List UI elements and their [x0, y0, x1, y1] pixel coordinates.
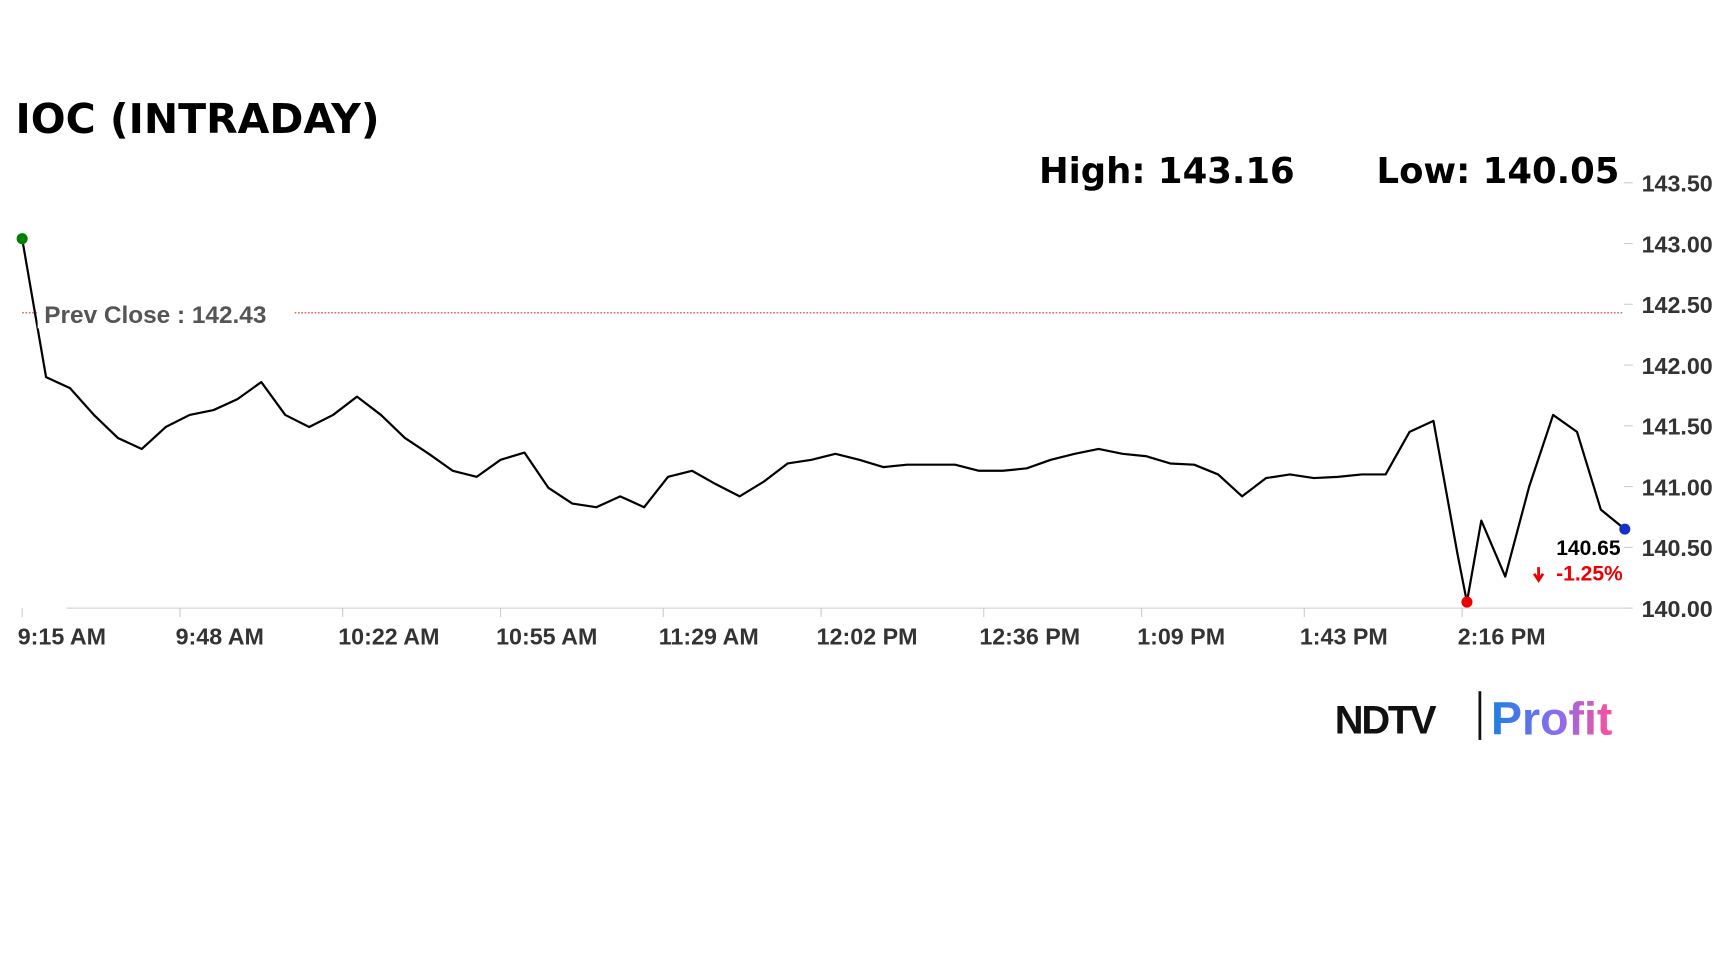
chart-title: IOC (INTRADAY) — [16, 95, 380, 143]
x-tick-label: 10:55 AM — [496, 624, 597, 650]
high-label: High: 143.16 — [1039, 151, 1295, 192]
y-tick-label: 140.00 — [1642, 596, 1713, 622]
x-tick-label: 2:16 PM — [1458, 624, 1546, 650]
y-tick-label: 143.50 — [1642, 171, 1713, 197]
last-price-label: 140.65 — [1556, 537, 1621, 560]
last-marker — [1619, 523, 1631, 535]
prev-close-bg — [37, 297, 295, 329]
x-tick-label: 10:22 AM — [338, 624, 439, 650]
price-line — [21, 238, 1626, 604]
x-tick-label: 12:02 PM — [817, 624, 918, 650]
x-tick-label: 12:36 PM — [979, 624, 1080, 650]
y-tick-label: 140.50 — [1642, 535, 1713, 561]
open-marker — [16, 233, 28, 245]
x-tick-label: 1:43 PM — [1300, 624, 1388, 650]
change-label: -1.25% — [1556, 562, 1623, 585]
y-tick-label: 142.00 — [1642, 353, 1713, 379]
down-arrow-icon — [1533, 567, 1545, 583]
x-tick-label: 1:09 PM — [1137, 624, 1225, 650]
logo-profit: Profit — [1491, 692, 1612, 744]
y-tick-label: 141.50 — [1642, 414, 1713, 440]
logo-ndtv: NDTV — [1335, 698, 1437, 742]
low-marker — [1461, 596, 1473, 608]
y-tick-label: 142.50 — [1642, 292, 1713, 318]
prev-close-label: Prev Close : 142.43 — [44, 302, 266, 329]
y-tick-label: 141.00 — [1642, 474, 1713, 500]
x-tick-label: 11:29 AM — [659, 624, 759, 650]
x-tick-label: 9:48 AM — [176, 624, 264, 650]
y-tick-label: 143.00 — [1642, 231, 1713, 257]
x-tick-label: 9:15 AM — [18, 624, 106, 650]
low-label: Low: 140.05 — [1377, 151, 1620, 192]
